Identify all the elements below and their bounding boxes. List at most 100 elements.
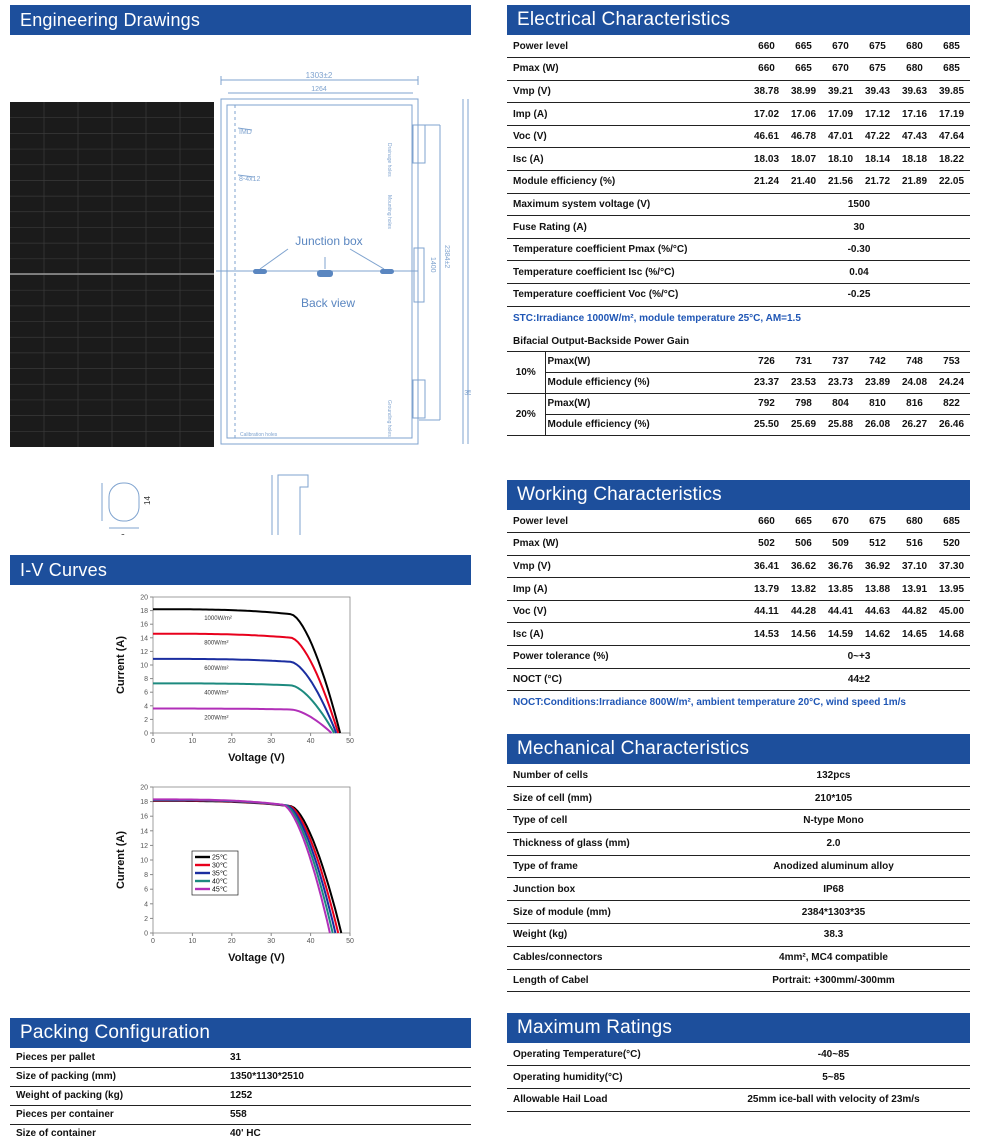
row-label: Size of packing (mm)	[10, 1067, 220, 1087]
row-value: 0~+3	[822, 645, 896, 669]
row-value: 685	[933, 57, 970, 81]
row-value: 685	[933, 35, 970, 59]
row-value: 816	[896, 393, 933, 415]
dim-side-len: 2384±2	[443, 245, 450, 268]
row-value: 680	[896, 57, 933, 81]
row-label: Voc (V)	[507, 125, 748, 149]
row-label: Pmax(W)	[545, 351, 748, 373]
row-value: 24.24	[933, 372, 970, 394]
working-title: Working Characteristics	[507, 480, 970, 510]
row-label: Fuse Rating (A)	[507, 215, 822, 239]
label-junction-box: Junction box	[295, 234, 362, 248]
y-tick-label: 8	[144, 872, 148, 879]
row-value: 44.11	[748, 600, 785, 624]
row-value: 665	[785, 510, 822, 534]
row-value: 17.16	[896, 102, 933, 126]
mechanical-row: Type of frame Anodized aluminum alloy	[507, 855, 970, 879]
row-label: Length of Cabel	[507, 969, 697, 993]
mechanical-title: Mechanical Characteristics	[507, 734, 970, 764]
row-label: Module efficiency (%)	[545, 414, 748, 436]
row-value: -0.25	[822, 283, 896, 307]
series-label: 800W/m²	[204, 641, 228, 647]
row-label: Pmax(W)	[545, 393, 748, 415]
row-value: 21.24	[748, 170, 785, 194]
series-line	[153, 608, 342, 734]
row-value: 23.37	[748, 372, 785, 394]
iv-title: I-V Curves	[10, 555, 471, 585]
bifacial-title: Bifacial Output-Backside Power Gain	[513, 335, 690, 347]
engineering-title: Engineering Drawings	[10, 5, 471, 35]
row-value: 680	[896, 510, 933, 534]
row-value: 14.53	[748, 622, 785, 647]
row-label: Size of container	[16, 1128, 97, 1140]
right-column: Electrical Characteristics Power level 66…	[507, 5, 970, 1112]
row-value: 36.92	[859, 555, 896, 579]
row-label: Pmax (W)	[507, 532, 748, 556]
row-value: 17.09	[822, 102, 859, 126]
row-value: 46.61	[748, 125, 785, 149]
row-value: 14.62	[859, 622, 896, 647]
row-value: 21.72	[859, 170, 896, 194]
bifacial-table: 10% Pmax(W) 726 731 737 742 748 753 Module effic…	[507, 350, 970, 436]
row-value: N-type Mono	[697, 809, 970, 833]
row-value: 14.56	[785, 622, 822, 647]
row-value: 675	[859, 510, 896, 534]
row-value: 506	[785, 532, 822, 556]
working-row: Imp (A) 13.79 13.82 13.85 13.88 13.91 13.95	[507, 577, 970, 601]
row-value: 18.22	[933, 147, 970, 172]
row-value: 804	[822, 393, 859, 415]
y-tick-label: 4	[144, 703, 148, 710]
series-line	[153, 798, 331, 934]
row-value: 38.3	[697, 923, 970, 947]
row-value: 36.62	[785, 555, 822, 579]
row-value: 665	[785, 35, 822, 59]
row-value: 1350*1130*2510	[220, 1067, 471, 1087]
electrical-row: Maximum system voltage (V) 1500	[507, 193, 970, 217]
working-table: Power level 660 665 670 675 680 685 Pmax (W) 502…	[507, 510, 970, 692]
row-value: 37.10	[896, 555, 933, 579]
row-value: -40~85	[697, 1043, 970, 1067]
row-value: Portrait: +300mm/-300mm	[697, 969, 970, 993]
packing-row: Weight of packing (kg) 1252	[10, 1086, 471, 1106]
x-tick-label: 0	[151, 738, 155, 745]
y-tick-label: 16	[140, 622, 148, 629]
row-value: 748	[896, 351, 933, 373]
row-label: Type of cell	[507, 809, 697, 833]
series-label: 1000W/m²	[204, 616, 232, 622]
row-value: 13.85	[822, 577, 859, 601]
electrical-row: Fuse Rating (A) 30	[507, 215, 970, 239]
label-drainage: Drainage holes	[386, 143, 392, 177]
working-note: NOCT:Conditions:Irradiance 800W/m², ambi…	[513, 697, 906, 709]
row-value: 46.78	[785, 125, 822, 149]
row-value: 742	[859, 351, 896, 373]
row-value: 21.40	[785, 170, 822, 194]
row-value: 47.22	[859, 125, 896, 149]
row-value: 36.41	[748, 555, 785, 579]
row-value: 675	[859, 35, 896, 59]
row-value: 13.79	[748, 577, 785, 601]
label-gap1: IMD	[239, 129, 252, 136]
left-column: Engineering Drawings	[10, 5, 471, 1139]
row-value: 753	[933, 351, 970, 373]
y-tick-label: 10	[140, 858, 148, 865]
row-label: Temperature coefficient Isc (%/°C)	[507, 260, 822, 285]
row-value: 25mm ice-ball with velocity of 23m/s	[697, 1088, 970, 1112]
electrical-row: Power level 660 665 670 675 680 685	[507, 35, 970, 59]
x-tick-label: 50	[346, 938, 354, 945]
legend-label: 30℃	[212, 863, 228, 870]
row-value: 0.04	[822, 260, 896, 285]
back-view-drawing	[101, 76, 469, 535]
row-label: Power level	[507, 510, 748, 534]
y-tick-label: 6	[144, 887, 148, 894]
row-value: 31	[220, 1048, 471, 1068]
row-value: 2.0	[697, 832, 970, 856]
row-value: 4mm², MC4 compatible	[697, 946, 970, 970]
row-value: 23.89	[859, 372, 896, 394]
row-value: 40' HC	[230, 1128, 261, 1140]
y-tick-label: 16	[140, 814, 148, 821]
electrical-note: STC:Irradiance 1000W/m², module temperat…	[513, 312, 801, 324]
row-value: 23.53	[785, 372, 822, 394]
series-line	[153, 632, 340, 734]
row-value: 675	[859, 57, 896, 81]
row-label: Vmp (V)	[507, 80, 748, 104]
